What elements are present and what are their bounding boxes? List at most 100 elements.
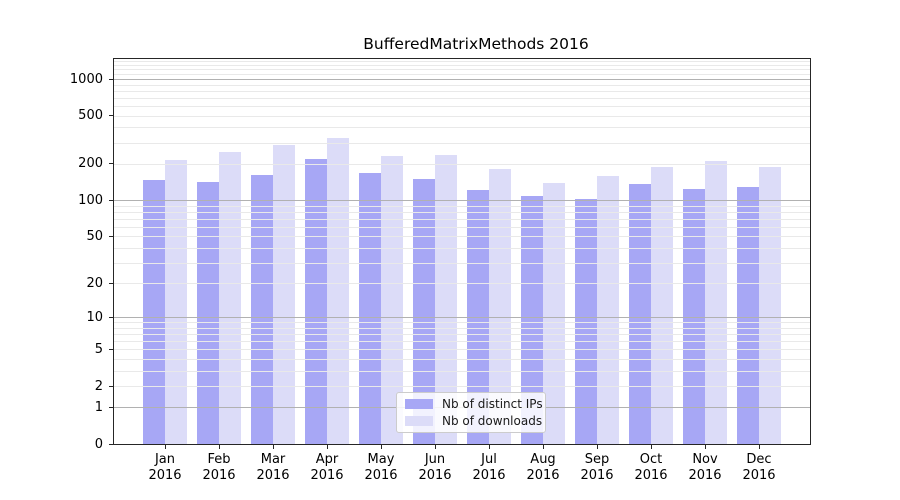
gridline-minor [114,334,810,336]
legend: Nb of distinct IPs Nb of downloads [396,392,546,433]
y-tick-mark [109,443,113,445]
x-tick-month: Mar [260,452,286,467]
bar-nb-of-distinct-ips-feb [197,182,219,444]
x-tick-label: Nov 2016 [675,452,735,483]
gridline-minor [114,205,810,207]
legend-item-distinct-ips: Nb of distinct IPs [405,396,545,411]
gridline-minor [114,61,810,63]
x-tick-mark [165,445,166,449]
legend-item-downloads: Nb of downloads [405,413,545,428]
y-tick-mark [109,235,113,237]
bar-nb-of-distinct-ips-mar [251,175,273,444]
axis-spine-right [810,58,811,445]
x-tick-month: Jul [481,452,497,467]
gridline-minor [114,127,810,129]
y-tick-label: 200 [78,156,103,172]
x-tick-label: Jan 2016 [135,452,195,483]
x-tick-mark [705,445,706,449]
x-tick-year: 2016 [688,467,722,483]
legend-label-downloads: Nb of downloads [442,413,543,428]
x-tick-label: Aug 2016 [513,452,573,483]
gridline-minor [114,349,810,351]
gridline-minor [114,142,810,144]
y-tick-mark [109,199,113,201]
gridline-minor [114,226,810,228]
gridline-minor [114,386,810,387]
bar-nb-of-downloads-apr [327,138,349,444]
x-tick-year: 2016 [202,467,236,483]
gridline-major [114,317,810,319]
gridline-minor [114,262,810,264]
bar-nb-of-distinct-ips-oct [629,184,651,444]
y-tick-label: 2 [94,378,103,394]
x-tick-label: May 2016 [351,452,411,483]
bar-nb-of-distinct-ips-jan [143,180,165,444]
x-tick-mark [543,445,544,449]
y-tick-label: 5 [94,341,103,357]
y-tick-mark [109,385,113,387]
legend-swatch-distinct-ips [405,399,433,409]
gridline-minor [114,105,810,107]
gridline-minor [114,65,810,67]
gridline-minor [114,73,810,75]
x-tick-mark [435,445,436,449]
axis-spine-bottom [113,444,811,445]
x-tick-month: Sep [584,452,610,467]
bar-nb-of-downloads-aug [543,183,565,444]
x-tick-year: 2016 [742,467,776,483]
y-tick-label: 50 [86,228,103,244]
bar-nb-of-downloads-sep [597,176,619,444]
y-tick-label: 1000 [69,71,103,87]
bar-nb-of-distinct-ips-nov [683,188,705,444]
gridline-minor [114,211,810,213]
y-tick-label: 0 [94,436,103,452]
x-tick-month: Oct [639,452,663,467]
gridline-minor [114,283,810,285]
x-tick-mark [381,445,382,449]
x-tick-label: Jul 2016 [459,452,519,483]
bar-nb-of-distinct-ips-jun [413,178,435,444]
y-tick-label: 1 [94,399,103,415]
bar-nb-of-downloads-feb [219,151,241,444]
gridline-minor [114,341,810,343]
y-tick-mark [109,115,113,116]
x-tick-month: Jun [424,452,446,467]
y-tick-mark [109,78,113,80]
legend-swatch-downloads [405,416,433,426]
x-tick-month: Nov [692,452,718,467]
legend-label-distinct-ips: Nb of distinct IPs [442,396,543,411]
x-tick-label: Dec 2016 [729,452,789,483]
x-tick-year: 2016 [256,467,290,483]
x-tick-year: 2016 [634,467,668,483]
gridline-minor [114,90,810,92]
gridline-minor [114,97,810,99]
x-tick-label: Oct 2016 [621,452,681,483]
x-tick-month: Apr [315,452,339,467]
bar-nb-of-distinct-ips-jul [467,190,489,444]
bar-nb-of-downloads-mar [273,145,295,444]
axis-spine-left [113,58,114,445]
x-tick-mark [651,445,652,449]
x-tick-year: 2016 [364,467,398,483]
gridline-minor [114,370,810,372]
gridline-minor [114,322,810,324]
x-tick-year: 2016 [148,467,182,483]
bar-nb-of-downloads-nov [705,161,727,444]
bar-nb-of-distinct-ips-may [359,173,381,444]
y-tick-label: 500 [78,108,103,123]
gridline-minor [114,163,810,165]
gridline-minor [114,69,810,71]
x-tick-year: 2016 [310,467,344,483]
x-tick-mark [219,445,220,449]
x-tick-label: Apr 2016 [297,452,357,483]
axis-spine-top [113,58,811,59]
plot-area [114,59,810,444]
bar-nb-of-distinct-ips-sep [575,198,597,444]
x-tick-label: Feb 2016 [189,452,249,483]
bar-nb-of-downloads-jan [165,159,187,444]
x-tick-mark [327,445,328,449]
gridline-major [114,79,810,80]
x-tick-label: Mar 2016 [243,452,303,483]
y-tick-label: 20 [86,275,103,291]
